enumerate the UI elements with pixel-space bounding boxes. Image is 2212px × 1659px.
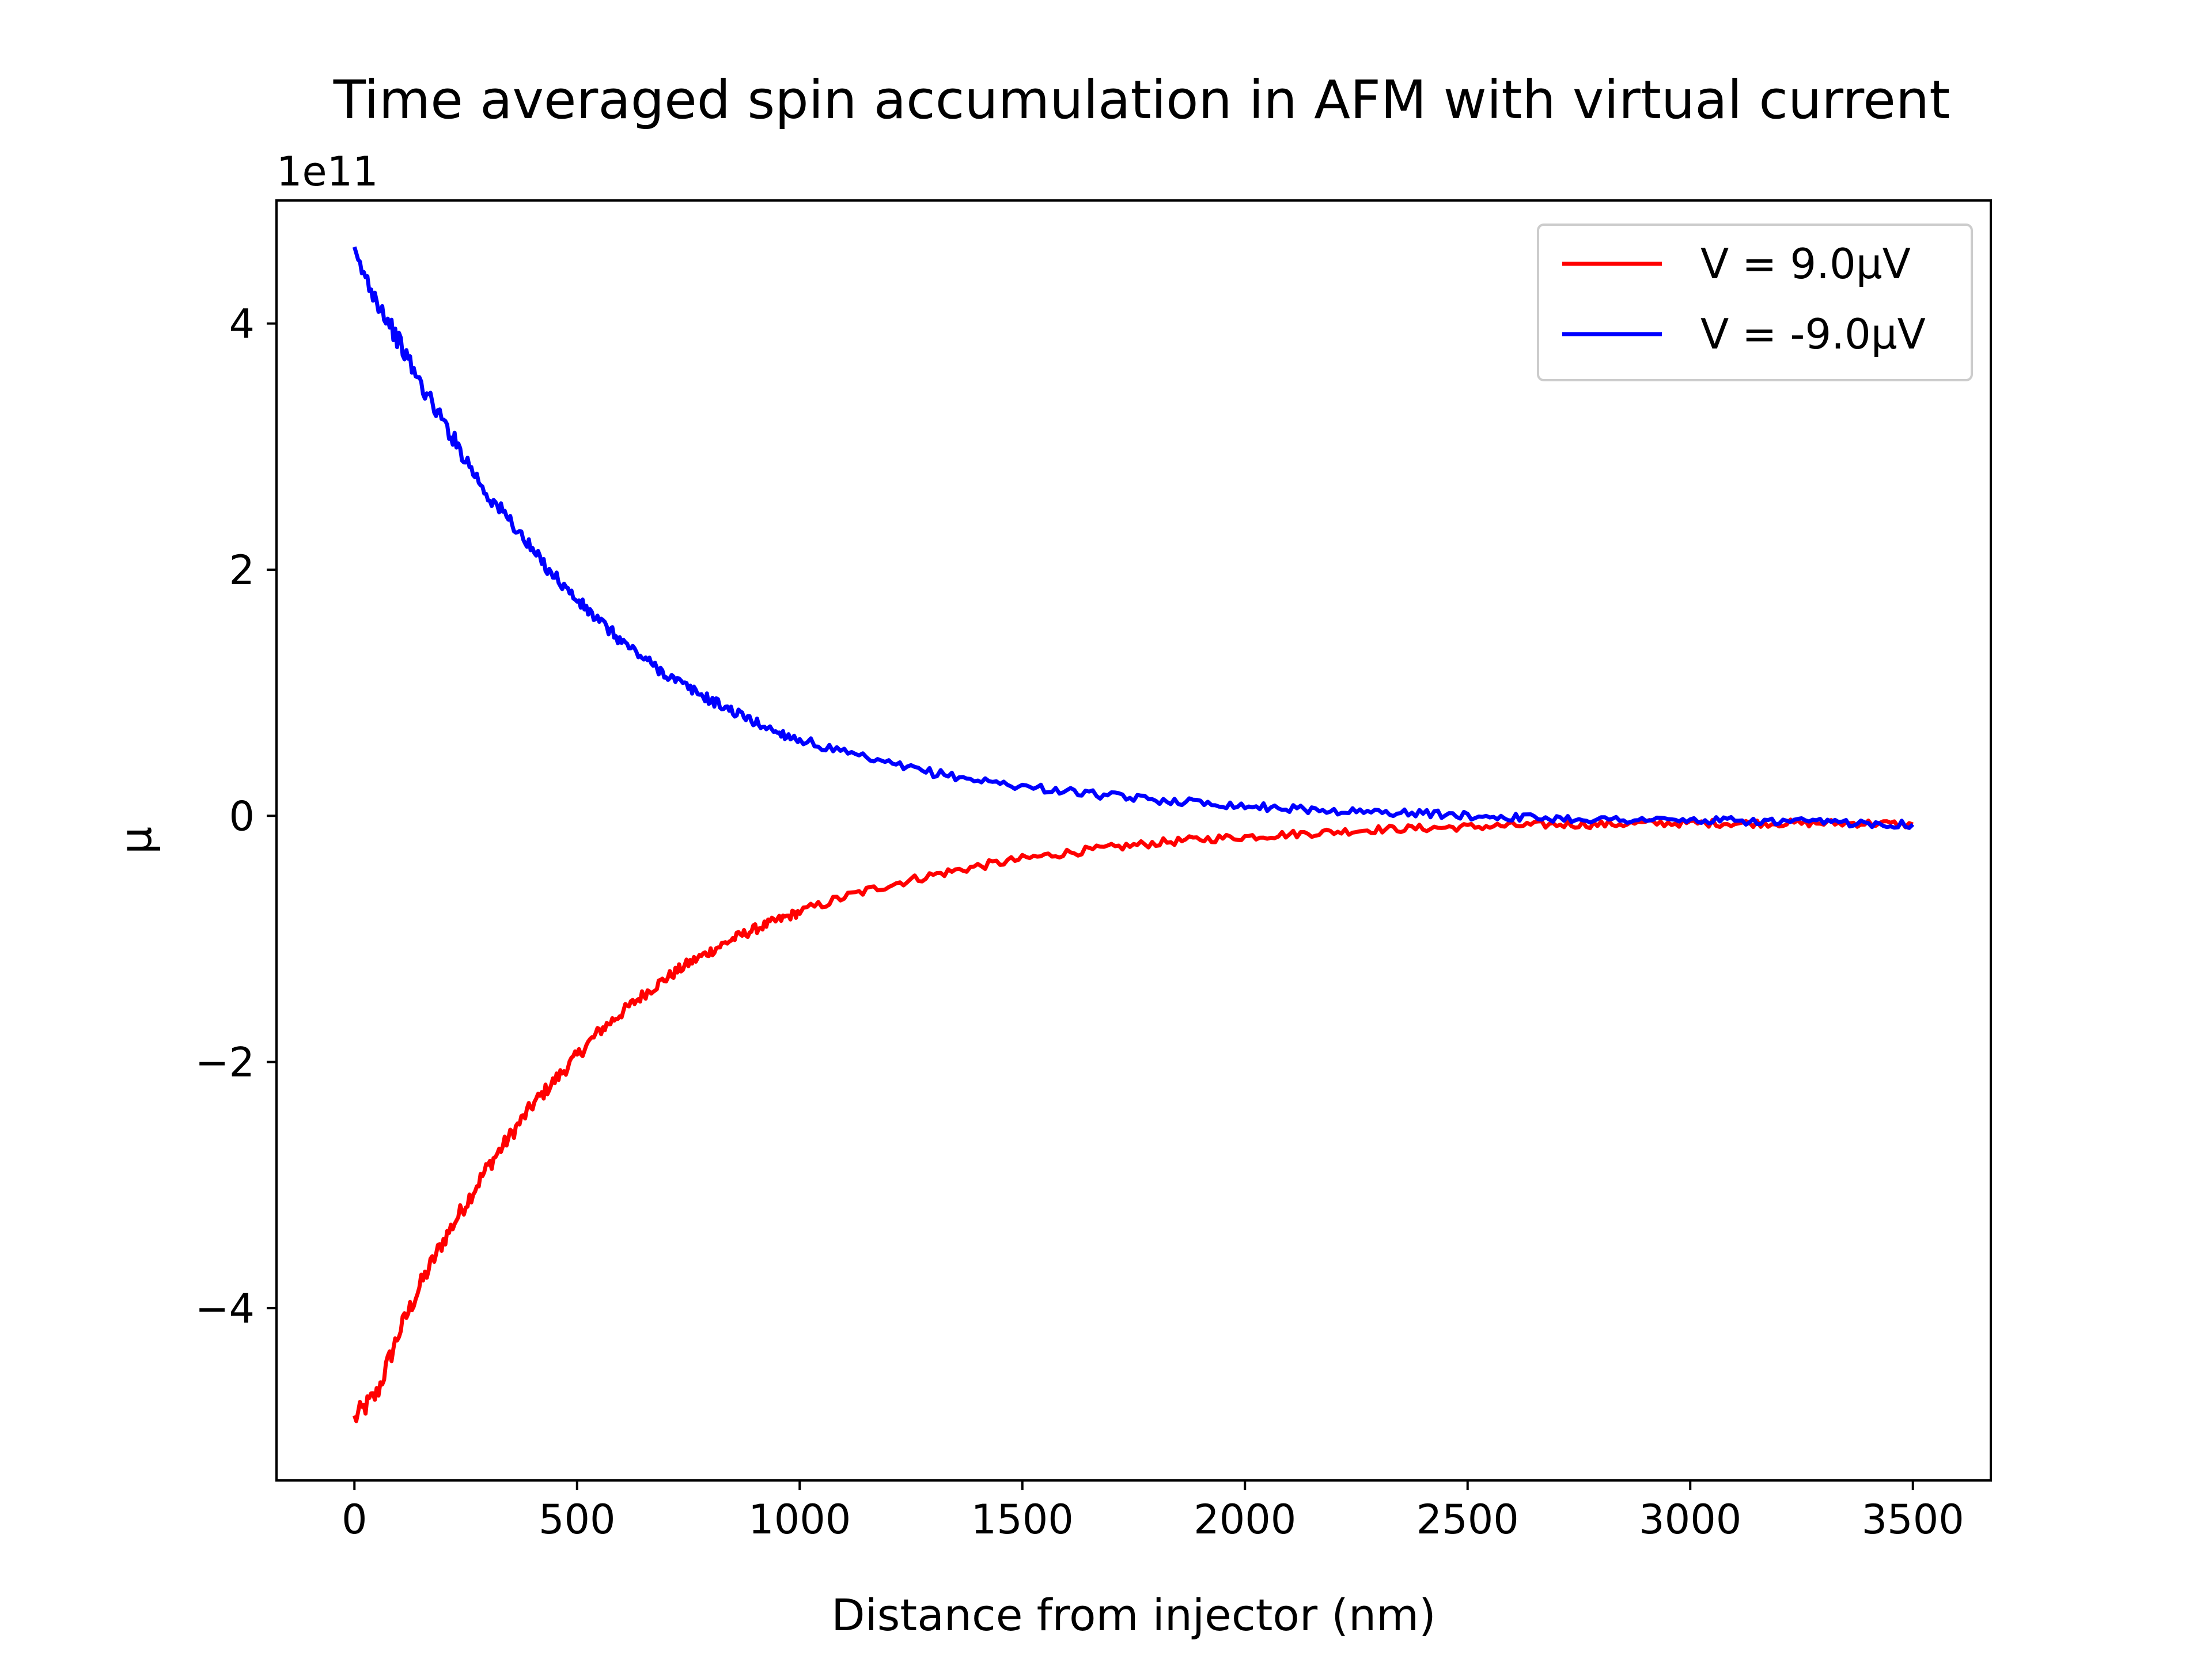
y-axis-ticks: −4 −2 0 2 4 bbox=[195, 301, 276, 1332]
y-tick-label: −2 bbox=[195, 1039, 255, 1086]
x-tick-label: 0 bbox=[342, 1496, 368, 1543]
y-tick-label: 0 bbox=[229, 793, 255, 840]
x-axis-label: Distance from injector (nm) bbox=[831, 1589, 1436, 1641]
y-tick-label: −4 bbox=[195, 1285, 255, 1332]
series-line-1 bbox=[352, 246, 1915, 830]
y-tick-label: 4 bbox=[229, 301, 255, 348]
series-line-0 bbox=[352, 817, 1914, 1423]
axes-frame bbox=[275, 199, 1992, 1482]
x-tick-label: 2500 bbox=[1416, 1496, 1519, 1543]
y-tick-label: 2 bbox=[229, 547, 255, 594]
x-tick-label: 1000 bbox=[748, 1496, 851, 1543]
legend-label-1: V = -9.0μV bbox=[1700, 310, 1926, 358]
x-tick-label: 3500 bbox=[1862, 1496, 1964, 1543]
chart-title: Time averaged spin accumulation in AFM w… bbox=[333, 69, 1950, 131]
plot-background bbox=[276, 200, 1991, 1480]
x-tick-label: 1500 bbox=[971, 1496, 1074, 1543]
x-tick-label: 500 bbox=[539, 1496, 616, 1543]
legend-label-0: V = 9.0μV bbox=[1700, 240, 1911, 288]
y-axis-label: μ bbox=[110, 827, 161, 854]
y-axis-offset-text: 1e11 bbox=[276, 148, 378, 195]
legend: V = 9.0μV V = -9.0μV bbox=[1537, 224, 1973, 381]
series-layer bbox=[352, 246, 1915, 1423]
x-tick-label: 2000 bbox=[1194, 1496, 1296, 1543]
x-axis-ticks: 0 500 1000 1500 2000 2500 3000 3500 bbox=[342, 1480, 1964, 1543]
plot-area bbox=[275, 199, 1992, 1482]
x-tick-label: 3000 bbox=[1639, 1496, 1741, 1543]
